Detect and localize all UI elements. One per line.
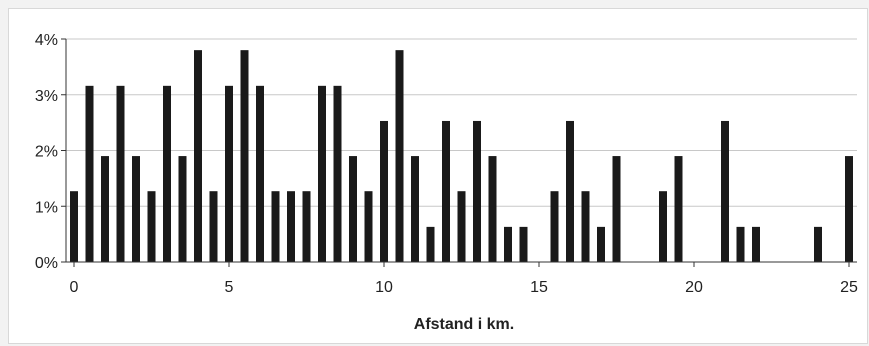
bar: [551, 191, 559, 262]
x-tick-label: 5: [225, 279, 234, 296]
bar: [225, 86, 233, 262]
y-tick-label: 4%: [35, 32, 58, 49]
bar: [814, 227, 822, 262]
bar: [520, 227, 528, 262]
bar: [582, 191, 590, 262]
x-tick-label: 25: [840, 279, 858, 296]
bar: [256, 86, 264, 262]
bar: [489, 156, 497, 262]
bar: [272, 191, 280, 262]
bar: [318, 86, 326, 262]
x-axis-label: Afstand i km.: [414, 316, 514, 333]
bar: [101, 156, 109, 262]
bar: [504, 227, 512, 262]
bar: [117, 86, 125, 262]
bar: [241, 50, 249, 262]
bar: [721, 121, 729, 262]
bar: [210, 191, 218, 262]
bar: [613, 156, 621, 262]
bar: [179, 156, 187, 262]
y-tick-labels: 0% 1% 2% 3% 4%: [35, 32, 58, 272]
x-tick-labels: 0 5 10 15 20 25: [70, 279, 858, 296]
bar: [303, 191, 311, 262]
bar: [365, 191, 373, 262]
bar: [334, 86, 342, 262]
bar: [752, 227, 760, 262]
bar: [86, 86, 94, 262]
x-tick-label: 15: [530, 279, 548, 296]
bar: [737, 227, 745, 262]
bar: [194, 50, 202, 262]
bar: [70, 191, 78, 262]
x-tick-label: 0: [70, 279, 79, 296]
bar: [427, 227, 435, 262]
bar: [287, 191, 295, 262]
x-tick-label: 10: [375, 279, 393, 296]
y-tick-label: 1%: [35, 199, 58, 216]
bar: [163, 86, 171, 262]
bar: [349, 156, 357, 262]
bar: [442, 121, 450, 262]
bar: [132, 156, 140, 262]
bar-chart: 0% 1% 2% 3% 4% 0 5 10 15 20 25 Afstand i km.: [9, 9, 869, 345]
bar: [675, 156, 683, 262]
bar: [458, 191, 466, 262]
bar: [597, 227, 605, 262]
bar: [411, 156, 419, 262]
bar: [473, 121, 481, 262]
bar: [380, 121, 388, 262]
bar: [566, 121, 574, 262]
bar: [845, 156, 853, 262]
bars: [70, 50, 853, 262]
y-tick-label: 3%: [35, 88, 58, 105]
chart-frame: 0% 1% 2% 3% 4% 0 5 10 15 20 25 Afstand i km.: [8, 8, 868, 344]
bar: [396, 50, 404, 262]
x-tick-label: 20: [685, 279, 703, 296]
y-tick-label: 2%: [35, 144, 58, 161]
bar: [659, 191, 667, 262]
y-tick-label: 0%: [35, 255, 58, 272]
bar: [148, 191, 156, 262]
